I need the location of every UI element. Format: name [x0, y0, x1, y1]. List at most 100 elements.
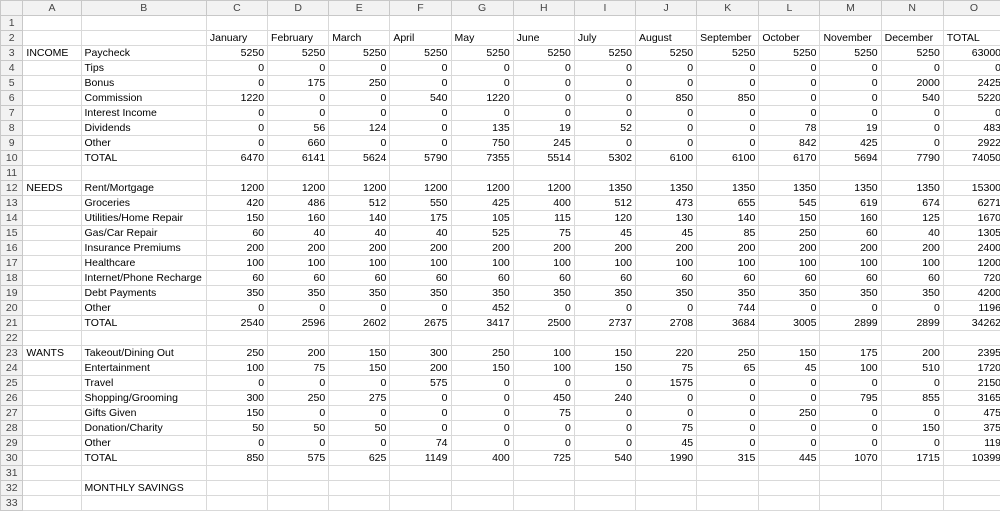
- cell[interactable]: [22, 330, 82, 346]
- column-header-h[interactable]: H: [512, 0, 575, 16]
- value-cell[interactable]: 0: [267, 105, 330, 121]
- row-header-18[interactable]: 18: [0, 270, 24, 286]
- value-cell[interactable]: 0: [696, 375, 760, 391]
- value-cell[interactable]: 0: [450, 435, 514, 451]
- value-cell[interactable]: 473: [634, 195, 698, 211]
- value-cell[interactable]: 160: [267, 210, 330, 226]
- value-cell[interactable]: 150: [328, 360, 391, 376]
- cell[interactable]: [696, 15, 760, 31]
- row-header-16[interactable]: 16: [0, 240, 24, 256]
- value-cell[interactable]: 0: [573, 435, 636, 451]
- value-cell[interactable]: 0: [512, 75, 575, 91]
- value-cell[interactable]: 5250: [819, 45, 882, 61]
- value-cell[interactable]: 5790: [389, 150, 452, 166]
- value-cell[interactable]: 450: [512, 390, 575, 406]
- cell[interactable]: [696, 465, 760, 481]
- value-cell[interactable]: 100: [512, 345, 575, 361]
- row-header-26[interactable]: 26: [0, 390, 24, 406]
- row-label[interactable]: Healthcare: [80, 255, 207, 271]
- value-cell[interactable]: 0: [942, 105, 1000, 121]
- value-cell[interactable]: 100: [450, 255, 514, 271]
- cell[interactable]: [205, 495, 269, 511]
- value-cell[interactable]: 0: [267, 90, 330, 106]
- value-cell[interactable]: 0: [819, 375, 882, 391]
- cell[interactable]: [450, 480, 514, 496]
- value-cell[interactable]: 0: [758, 420, 821, 436]
- cell[interactable]: [573, 480, 636, 496]
- value-cell[interactable]: 350: [634, 285, 698, 301]
- value-cell[interactable]: 200: [880, 345, 944, 361]
- value-cell[interactable]: 0: [450, 75, 514, 91]
- cell[interactable]: [22, 30, 82, 46]
- value-cell[interactable]: 540: [573, 450, 636, 466]
- value-cell[interactable]: 0: [267, 435, 330, 451]
- value-cell[interactable]: 0: [696, 390, 760, 406]
- value-cell[interactable]: 100: [634, 255, 698, 271]
- cell[interactable]: [22, 75, 82, 91]
- value-cell[interactable]: 0: [880, 435, 944, 451]
- value-cell[interactable]: 850: [696, 90, 760, 106]
- value-cell[interactable]: 100: [880, 255, 944, 271]
- value-cell[interactable]: 0: [819, 300, 882, 316]
- column-header-k[interactable]: K: [696, 0, 760, 16]
- value-cell[interactable]: 0: [696, 105, 760, 121]
- cell[interactable]: [573, 465, 636, 481]
- value-cell[interactable]: 200: [880, 240, 944, 256]
- value-cell[interactable]: 2395: [942, 345, 1000, 361]
- row-label[interactable]: Utilities/Home Repair: [80, 210, 207, 226]
- value-cell[interactable]: 0: [573, 60, 636, 76]
- value-cell[interactable]: 175: [819, 345, 882, 361]
- value-cell[interactable]: 100: [819, 360, 882, 376]
- row-label[interactable]: Takeout/Dining Out: [80, 345, 207, 361]
- row-header-25[interactable]: 25: [0, 375, 24, 391]
- value-cell[interactable]: 425: [819, 135, 882, 151]
- value-cell[interactable]: 0: [819, 105, 882, 121]
- value-cell[interactable]: 1350: [696, 180, 760, 196]
- cell[interactable]: [205, 480, 269, 496]
- value-cell[interactable]: 3165: [942, 390, 1000, 406]
- value-cell[interactable]: 5250: [512, 45, 575, 61]
- column-header-n[interactable]: N: [880, 0, 944, 16]
- cell[interactable]: [880, 15, 944, 31]
- cell[interactable]: [389, 480, 452, 496]
- row-label[interactable]: Rent/Mortgage: [80, 180, 207, 196]
- cell[interactable]: [22, 390, 82, 406]
- cell[interactable]: [80, 465, 207, 481]
- value-cell[interactable]: 1149: [389, 450, 452, 466]
- value-cell[interactable]: 350: [880, 285, 944, 301]
- value-cell[interactable]: 375: [942, 420, 1000, 436]
- value-cell[interactable]: 100: [205, 360, 269, 376]
- value-cell[interactable]: 0: [267, 375, 330, 391]
- value-cell[interactable]: 250: [205, 345, 269, 361]
- month-header[interactable]: April: [389, 30, 452, 46]
- value-cell[interactable]: 5624: [328, 150, 391, 166]
- value-cell[interactable]: 2899: [819, 315, 882, 331]
- value-cell[interactable]: 200: [819, 240, 882, 256]
- row-header-4[interactable]: 4: [0, 60, 24, 76]
- cell[interactable]: [22, 405, 82, 421]
- value-cell[interactable]: 1305: [942, 225, 1000, 241]
- row-label[interactable]: Other: [80, 300, 207, 316]
- cell[interactable]: [22, 465, 82, 481]
- cell[interactable]: [80, 15, 207, 31]
- value-cell[interactable]: 200: [389, 240, 452, 256]
- value-cell[interactable]: 350: [819, 285, 882, 301]
- cell[interactable]: [634, 480, 698, 496]
- value-cell[interactable]: 0: [389, 135, 452, 151]
- value-cell[interactable]: 75: [634, 420, 698, 436]
- row-header-24[interactable]: 24: [0, 360, 24, 376]
- cell[interactable]: [80, 30, 207, 46]
- row-label[interactable]: Groceries: [80, 195, 207, 211]
- cell[interactable]: [573, 330, 636, 346]
- value-cell[interactable]: 1200: [942, 255, 1000, 271]
- value-cell[interactable]: 2675: [389, 315, 452, 331]
- value-cell[interactable]: 2000: [880, 75, 944, 91]
- value-cell[interactable]: 115: [512, 210, 575, 226]
- row-header-9[interactable]: 9: [0, 135, 24, 151]
- value-cell[interactable]: 5250: [634, 45, 698, 61]
- cell[interactable]: [328, 330, 391, 346]
- value-cell[interactable]: 160: [819, 210, 882, 226]
- value-cell[interactable]: 3684: [696, 315, 760, 331]
- month-header[interactable]: February: [267, 30, 330, 46]
- value-cell[interactable]: 350: [205, 285, 269, 301]
